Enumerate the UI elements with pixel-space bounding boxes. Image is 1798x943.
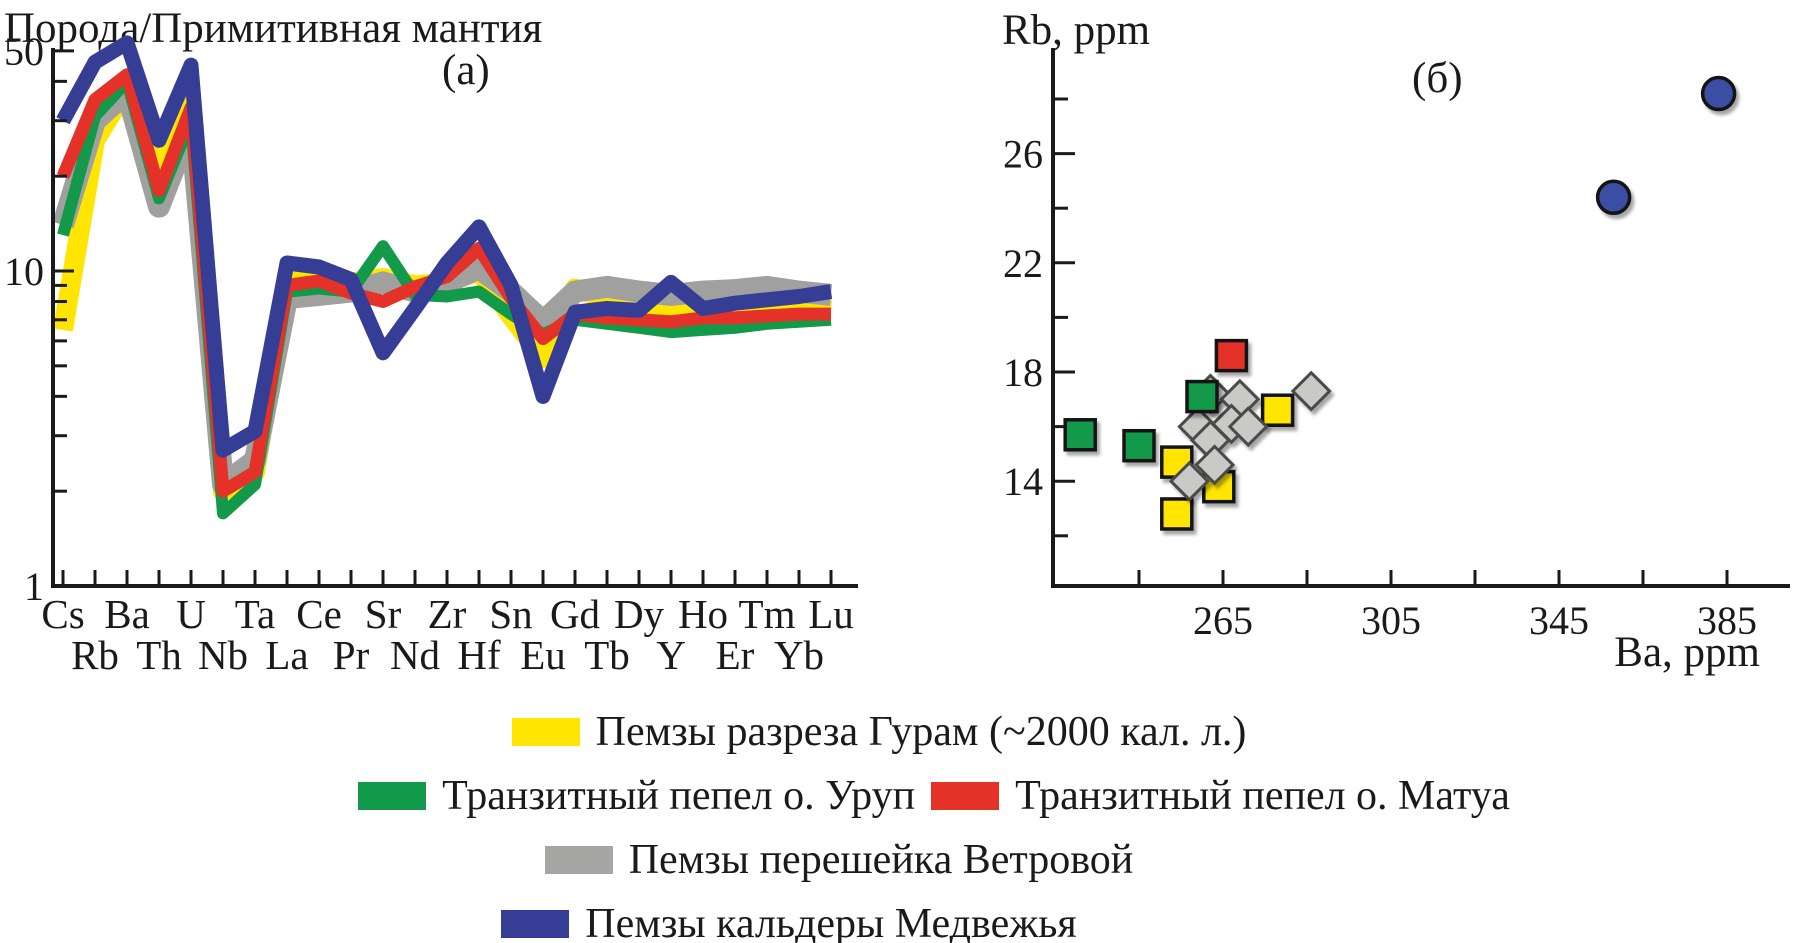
legend-label: Транзитный пепел о. Матуа bbox=[1015, 773, 1510, 819]
legend-item: Пемзы перешейка Ветровой bbox=[544, 836, 1134, 884]
scatter-series-square-3 bbox=[1214, 338, 1249, 373]
legend-row-4: Пемзы кальдеры Медвежья bbox=[0, 892, 1688, 943]
x-tick-label: Sr bbox=[365, 591, 402, 637]
legend-green-swatch bbox=[358, 782, 427, 810]
marker-diamond bbox=[1290, 370, 1332, 412]
marker-diamond bbox=[1227, 406, 1269, 448]
x-tick-label: Gd bbox=[550, 591, 600, 637]
marker-square bbox=[1185, 379, 1219, 414]
marker-square bbox=[1063, 418, 1097, 452]
legend-blue-swatch bbox=[501, 910, 570, 938]
scatter-x-axis-title: Ba, ppm bbox=[1614, 629, 1760, 676]
scatter-series-circle-4 bbox=[1595, 75, 1737, 216]
x-tick-label: Er bbox=[716, 632, 755, 678]
y-tick-label: 26 bbox=[1003, 132, 1043, 177]
x-tick-label: Nb bbox=[198, 632, 248, 678]
y-tick-label: 14 bbox=[1003, 459, 1043, 504]
x-tick-label: Cs bbox=[41, 591, 84, 637]
x-tick-label: 345 bbox=[1529, 598, 1589, 643]
spider-y-axis-title: Порода/Примитивная мантия bbox=[4, 5, 543, 52]
x-tick-label: Lu bbox=[808, 591, 854, 637]
legend-label: Пемзы кальдеры Медвежья bbox=[585, 901, 1077, 943]
x-tick-label: Ho bbox=[678, 591, 728, 637]
marker-square bbox=[1160, 445, 1194, 479]
scatter-series-square-2 bbox=[1063, 379, 1219, 463]
marker-square bbox=[1214, 338, 1249, 373]
x-tick-label: Y bbox=[656, 632, 686, 678]
x-tick-label: Ce bbox=[296, 591, 342, 637]
legend-row-2: Транзитный пепел о. Уруп Транзитный пепел… bbox=[35, 764, 1798, 828]
scatter-y-axis-title: Rb, ppm bbox=[1002, 7, 1151, 54]
x-tick-label: 305 bbox=[1361, 598, 1421, 643]
legend-item: Пемзы кальдеры Медвежья bbox=[501, 900, 1077, 943]
scatter-series-diamond-1 bbox=[1168, 370, 1332, 502]
legend-gray-swatch bbox=[544, 846, 613, 874]
y-tick-label: 18 bbox=[1003, 350, 1043, 395]
legend-red-swatch bbox=[931, 782, 1000, 810]
y-tick-label: 50 bbox=[4, 29, 44, 74]
scatter-chart: 14 18 22 26 265 305 345 385 bbox=[1003, 48, 1790, 643]
spider-series-4 bbox=[56, 35, 833, 458]
x-tick-label: Yb bbox=[774, 632, 824, 678]
panel-b-label: (б) bbox=[1412, 55, 1463, 102]
legend-yellow-swatch bbox=[511, 718, 580, 746]
legend-label: Транзитный пепел о. Уруп bbox=[442, 773, 916, 819]
x-tick-label: U bbox=[176, 591, 206, 637]
x-tick-label: Sn bbox=[489, 591, 532, 637]
x-tick-label: Hf bbox=[457, 632, 501, 678]
marker-diamond bbox=[1194, 444, 1236, 486]
x-tick-label: Pr bbox=[333, 632, 370, 678]
panel-a-label: (а) bbox=[442, 47, 490, 94]
legend: Пемзы разреза Гурам (~2000 кал. л.) Транз… bbox=[0, 700, 1798, 943]
legend-row-1: Пемзы разреза Гурам (~2000 кал. л.) bbox=[0, 700, 1778, 764]
marker-circle bbox=[1595, 179, 1632, 216]
y-tick-label: 1 bbox=[24, 564, 44, 609]
x-tick-label: La bbox=[265, 632, 308, 678]
marker-diamond bbox=[1168, 460, 1210, 502]
y-tick-label: 22 bbox=[1003, 241, 1043, 286]
x-tick-label: Dy bbox=[614, 591, 665, 637]
legend-item: Пемзы разреза Гурам (~2000 кал. л.) bbox=[511, 708, 1247, 756]
axes-b bbox=[1051, 48, 1790, 588]
marker-circle bbox=[1700, 75, 1737, 112]
x-tick-label: Tb bbox=[584, 632, 630, 678]
x-tick-label: 385 bbox=[1697, 598, 1757, 643]
scatter-series-square-0 bbox=[1160, 393, 1295, 531]
legend-item: Транзитный пепел о. Матуа bbox=[931, 772, 1510, 820]
x-tick-label: Ba bbox=[104, 591, 150, 637]
y-tick-label: 10 bbox=[4, 249, 44, 294]
x-tick-label: Nd bbox=[390, 632, 440, 678]
x-tick-label: Ta bbox=[235, 591, 275, 637]
legend-label: Пемзы разреза Гурам (~2000 кал. л.) bbox=[595, 709, 1247, 755]
legend-row-3: Пемзы перешейка Ветровой bbox=[0, 828, 1738, 892]
legend-label: Пемзы перешейка Ветровой bbox=[628, 837, 1134, 883]
marker-square bbox=[1260, 393, 1295, 427]
marker-square bbox=[1122, 428, 1156, 463]
legend-item: Транзитный пепел о. Уруп bbox=[358, 772, 915, 820]
spider-chart: 50 10 1CsRbBaThUNbTaLaCePrSrNdZrHfSnEuGdTb… bbox=[4, 29, 858, 678]
marker-square bbox=[1160, 497, 1194, 531]
x-tick-label: Th bbox=[136, 632, 182, 678]
x-tick-label: Zr bbox=[428, 591, 467, 637]
x-tick-label: Rb bbox=[71, 632, 119, 678]
x-tick-label: 265 bbox=[1193, 598, 1253, 643]
x-tick-label: Tm bbox=[739, 591, 796, 637]
x-tick-label: Eu bbox=[520, 632, 566, 678]
